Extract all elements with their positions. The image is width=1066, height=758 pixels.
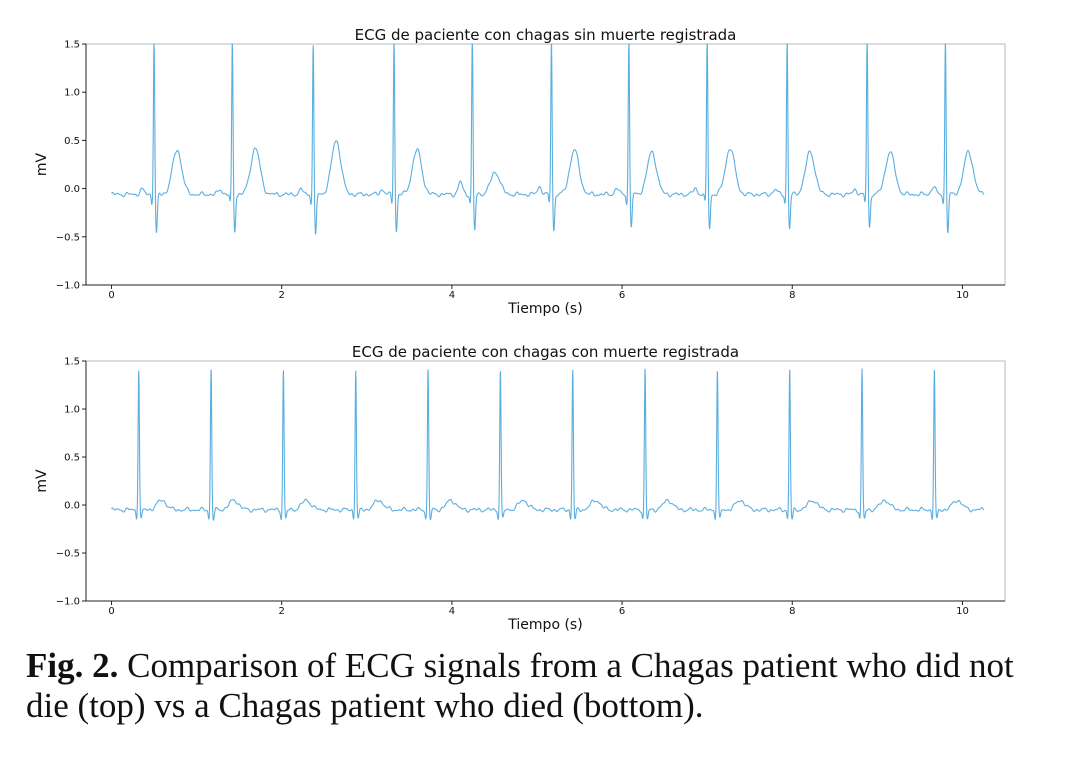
y-tick-label: −0.5 bbox=[56, 232, 80, 243]
caption-label: Fig. 2. bbox=[26, 646, 119, 685]
figure-caption: Fig. 2. Comparison of ECG signals from a… bbox=[26, 646, 1046, 726]
x-tick-label: 10 bbox=[956, 606, 969, 617]
ecg-figure: ECG de paciente con chagas sin muerte re… bbox=[34, 26, 1006, 633]
x-axis-label: Tiempo (s) bbox=[507, 617, 582, 633]
ecg-signal-line bbox=[111, 43, 985, 235]
y-tick-label: 0.0 bbox=[64, 501, 80, 512]
x-tick-label: 8 bbox=[789, 606, 795, 617]
caption-text: Comparison of ECG signals from a Chagas … bbox=[26, 646, 1014, 725]
y-tick-label: 1.0 bbox=[64, 405, 80, 416]
chart-title: ECG de paciente con chagas con muerte re… bbox=[352, 343, 739, 361]
y-tick-label: −1.0 bbox=[56, 281, 80, 292]
x-tick-label: 2 bbox=[279, 606, 285, 617]
plot-frame bbox=[85, 360, 1006, 602]
y-tick-label: −1.0 bbox=[56, 597, 80, 608]
x-tick-label: 4 bbox=[449, 290, 455, 301]
y-tick-label: 0.0 bbox=[64, 184, 80, 195]
ecg-panel: ECG de paciente con chagas con muerte re… bbox=[34, 343, 1006, 633]
x-tick-label: 8 bbox=[789, 290, 795, 301]
y-tick-label: 0.5 bbox=[64, 453, 80, 464]
y-tick-label: 1.5 bbox=[64, 40, 80, 51]
y-axis-label: mV bbox=[34, 469, 50, 493]
y-tick-label: 1.5 bbox=[64, 357, 80, 368]
y-tick-label: 0.5 bbox=[64, 136, 80, 147]
y-axis-label: mV bbox=[34, 152, 50, 176]
figure: ECG de paciente con chagas sin muerte re… bbox=[34, 26, 1006, 633]
y-tick-label: 1.0 bbox=[64, 88, 80, 99]
x-tick-label: 6 bbox=[619, 290, 625, 301]
x-tick-label: 0 bbox=[108, 606, 114, 617]
x-tick-label: 10 bbox=[956, 290, 969, 301]
x-tick-label: 6 bbox=[619, 606, 625, 617]
chart-title: ECG de paciente con chagas sin muerte re… bbox=[355, 26, 737, 44]
x-tick-label: 0 bbox=[108, 290, 114, 301]
x-tick-label: 2 bbox=[279, 290, 285, 301]
y-tick-label: −0.5 bbox=[56, 549, 80, 560]
x-tick-label: 4 bbox=[449, 606, 455, 617]
ecg-panel: ECG de paciente con chagas sin muerte re… bbox=[34, 26, 1006, 317]
ecg-signal-line bbox=[111, 368, 985, 521]
x-axis-label: Tiempo (s) bbox=[507, 301, 582, 317]
